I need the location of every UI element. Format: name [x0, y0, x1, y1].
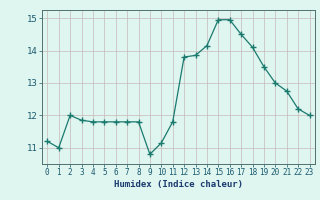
X-axis label: Humidex (Indice chaleur): Humidex (Indice chaleur) [114, 180, 243, 189]
